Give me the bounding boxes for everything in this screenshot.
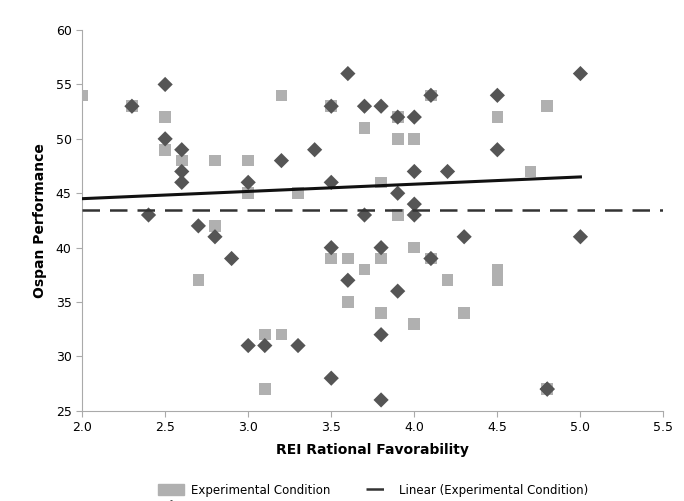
Point xyxy=(392,211,403,219)
Point xyxy=(376,331,386,339)
Point xyxy=(176,167,187,175)
Point xyxy=(409,320,420,328)
Point xyxy=(409,243,420,252)
Point xyxy=(459,233,470,241)
Point xyxy=(159,146,170,154)
Point xyxy=(209,157,220,165)
Point xyxy=(159,135,170,143)
Point xyxy=(409,211,420,219)
Point xyxy=(409,200,420,208)
Point xyxy=(293,189,304,197)
Point xyxy=(392,113,403,121)
Point xyxy=(492,91,503,99)
Point xyxy=(127,102,137,110)
Point xyxy=(343,298,354,306)
Point xyxy=(492,146,503,154)
X-axis label: REI Rational Favorability: REI Rational Favorability xyxy=(276,442,469,456)
Point xyxy=(127,102,137,110)
Point xyxy=(77,91,88,99)
Point xyxy=(376,102,386,110)
Point xyxy=(492,113,503,121)
Point xyxy=(143,211,154,219)
Point xyxy=(309,146,320,154)
Point xyxy=(343,70,354,78)
Y-axis label: Ospan Performance: Ospan Performance xyxy=(34,143,47,298)
Point xyxy=(243,178,254,186)
Point xyxy=(159,113,170,121)
Point xyxy=(492,266,503,274)
Point xyxy=(359,211,370,219)
Point xyxy=(542,385,553,393)
Point xyxy=(575,233,586,241)
Point xyxy=(193,276,204,284)
Point xyxy=(293,342,304,350)
Point xyxy=(176,146,187,154)
Point xyxy=(343,276,354,284)
Point xyxy=(492,276,503,284)
Point xyxy=(409,135,420,143)
Point xyxy=(525,167,536,175)
Point xyxy=(243,342,254,350)
Point xyxy=(359,266,370,274)
Point xyxy=(326,255,337,263)
Point xyxy=(542,385,553,393)
Point xyxy=(409,167,420,175)
Point xyxy=(392,113,403,121)
Point xyxy=(425,255,436,263)
Point xyxy=(359,124,370,132)
Point xyxy=(575,70,586,78)
Point xyxy=(243,189,254,197)
Point xyxy=(326,178,337,186)
Point xyxy=(359,102,370,110)
Point xyxy=(326,102,337,110)
Point xyxy=(259,331,270,339)
Point xyxy=(343,255,354,263)
Point xyxy=(159,81,170,89)
Point xyxy=(376,255,386,263)
Point xyxy=(209,222,220,230)
Point xyxy=(226,255,237,263)
Point xyxy=(209,233,220,241)
Legend: Experimental Condition, Control Condition, Linear (Experimental Condition), Line: Experimental Condition, Control Conditio… xyxy=(152,477,594,501)
Point xyxy=(176,157,187,165)
Point xyxy=(376,178,386,186)
Point xyxy=(442,167,453,175)
Point xyxy=(542,385,553,393)
Point xyxy=(425,91,436,99)
Point xyxy=(392,189,403,197)
Point xyxy=(326,243,337,252)
Point xyxy=(442,276,453,284)
Point xyxy=(259,342,270,350)
Point xyxy=(392,287,403,295)
Point xyxy=(425,91,436,99)
Point xyxy=(276,157,287,165)
Point xyxy=(392,135,403,143)
Point xyxy=(376,243,386,252)
Point xyxy=(376,309,386,317)
Point xyxy=(459,309,470,317)
Point xyxy=(193,222,204,230)
Point xyxy=(127,102,137,110)
Point xyxy=(276,331,287,339)
Point xyxy=(409,113,420,121)
Point xyxy=(542,102,553,110)
Point xyxy=(326,374,337,382)
Point xyxy=(326,102,337,110)
Point xyxy=(176,178,187,186)
Point xyxy=(276,91,287,99)
Point xyxy=(259,385,270,393)
Point xyxy=(425,255,436,263)
Point xyxy=(376,396,386,404)
Point xyxy=(243,157,254,165)
